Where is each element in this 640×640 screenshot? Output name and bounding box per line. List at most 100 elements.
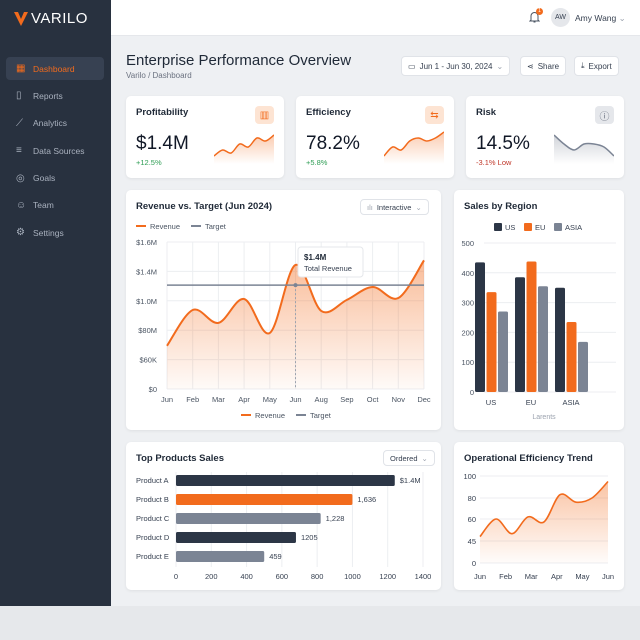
x-tick-label: 1000 (344, 572, 361, 581)
date-range-picker[interactable]: ▭ Jun 1 - Jun 30, 2024 ⌄ (401, 56, 511, 76)
chevron-down-icon: ⌄ (618, 13, 626, 23)
sidebar-item-label: Data Sources (33, 145, 85, 156)
chart-bar-icon[interactable]: ▥ (255, 106, 274, 124)
share-icon: ⋖ (527, 61, 534, 71)
interactive-dropdown[interactable]: ılı Interactive ⌄ (360, 199, 429, 215)
tooltip-value: $1.4M (304, 253, 327, 262)
export-button[interactable]: ⤓ Export (574, 56, 619, 76)
kpi-delta: -3.1% Low (476, 158, 512, 167)
sidebar-item-settings[interactable]: ⚙ Settings (6, 221, 104, 244)
x-tick-label: 800 (311, 572, 324, 581)
x-tick-label: Mar (212, 395, 225, 404)
x-tick-label: 200 (205, 572, 218, 581)
x-tick-label: US (486, 398, 496, 407)
legend-label: ASIA (565, 223, 582, 232)
info-icon[interactable]: ⓘ (595, 106, 614, 124)
dropdown-label: Interactive (376, 202, 412, 212)
sidebar-item-label: Reports (33, 90, 63, 101)
product-label: Product D (136, 533, 170, 542)
x-tick-label: 0 (174, 572, 178, 581)
sidebar-item-goals[interactable]: ◎ Goals (6, 167, 104, 190)
x-tick-label: Apr (238, 395, 250, 404)
y-tick-label: 100 (461, 358, 474, 367)
sparkline-area (214, 135, 274, 164)
kpi-value: 78.2% (306, 133, 360, 154)
y-tick-label: $1.6M (136, 238, 157, 247)
x-tick-label: 1400 (415, 572, 432, 581)
chevron-down-icon: ⌄ (421, 453, 428, 463)
ops-line (479, 480, 609, 538)
logo-text: VARILO (31, 10, 88, 27)
sales-region-chart[interactable]: US EU ASIA 0 100 200 300 400 500 US EU ASIA Larents (454, 190, 624, 430)
logo[interactable]: VARILO (14, 10, 88, 27)
bar-asia-eu (566, 321, 577, 392)
x-tick-label: Feb (499, 572, 512, 581)
sidebar-item-dashboard[interactable]: ▦ Dashboard (6, 57, 104, 80)
bar-product-c (176, 513, 321, 524)
bar-asia-us (555, 287, 565, 392)
bar-eu-us (515, 277, 525, 392)
legend-label: Revenue (255, 411, 285, 420)
logo-icon (14, 11, 28, 26)
legend-label: EU (535, 223, 545, 232)
sparkline-line (384, 131, 444, 157)
bar-product-e (176, 551, 265, 562)
sidebar-item-label: Analytics (33, 118, 68, 129)
x-tick-label: May (575, 572, 589, 581)
sidebar-item-label: Team (33, 200, 54, 211)
avatar[interactable]: AW (551, 8, 570, 27)
y-tick-label: $1.4M (136, 267, 157, 276)
legend-label: Target (310, 411, 332, 420)
database-icon: ≡ (16, 145, 22, 157)
sidebar-item-reports[interactable]: ▯ Reports (6, 84, 104, 107)
ops-trend-chart[interactable]: 0 45 60 80 100 Jun Feb Mar Apr May Jun (454, 442, 624, 590)
chevron-down-icon: ⌄ (415, 202, 422, 212)
kpi-value: $1.4M (136, 133, 189, 154)
legend-swatch-us (494, 223, 502, 231)
bar-product-b (176, 494, 353, 505)
x-tick-label: Jun (161, 395, 173, 404)
sidebar-item-team[interactable]: ☺ Team (6, 194, 104, 217)
sliders-icon[interactable]: ⇆ (425, 106, 444, 124)
y-tick-label: 0 (470, 388, 474, 397)
ops-trend-card: Operational Efficiency Trend 0 45 60 80 100 J… (454, 442, 624, 590)
share-button[interactable]: ⋖ Share (520, 56, 567, 76)
tooltip (297, 246, 364, 278)
kpi-title: Profitability (136, 107, 189, 118)
bar-product-a (176, 475, 395, 486)
chevron-down-icon: ⌄ (496, 61, 504, 71)
bar-us-us (475, 262, 485, 392)
top-products-chart[interactable]: 0 200 400 600 800 1000 1200 1400 Product A $1.4M P… (126, 442, 441, 590)
top-products-title: Top Products Sales (136, 453, 224, 464)
product-label: Product B (136, 495, 169, 504)
sidebar-item-analytics[interactable]: ⟋ Analytics (6, 112, 104, 135)
product-label: Product C (136, 514, 170, 523)
dropdown-label: Ordered (390, 453, 418, 463)
x-tick-label: Mar (525, 572, 538, 581)
x-tick-label: Oct (367, 395, 380, 404)
target-icon: ◎ (16, 172, 25, 184)
sidebar-item-data-sources[interactable]: ≡ Data Sources (6, 139, 104, 162)
x-tick-label: 1200 (379, 572, 396, 581)
sidebar-item-label: Settings (33, 227, 64, 238)
kpi-sparkline (384, 131, 444, 164)
ordered-dropdown[interactable]: Ordered ⌄ (383, 450, 435, 466)
user-menu[interactable]: Amy Wang ⌄ (575, 13, 626, 24)
bar-eu-eu (526, 261, 537, 392)
kpi-card-efficiency: Efficiency ⇆ 78.2% +5.8% (296, 96, 454, 178)
calendar-icon: ▭ (408, 61, 416, 71)
bar-value-label: 1205 (301, 533, 318, 542)
breadcrumb[interactable]: Varilo / Dashboard (126, 71, 192, 80)
sparkline-area (554, 135, 614, 164)
x-tick-label: Apr (551, 572, 563, 581)
bar-asia-asia (578, 341, 588, 392)
revenue-chart[interactable]: Revenue Target $0 $60K $80M $1.0M $1.4M $1.6M Ju… (126, 190, 441, 430)
x-tick-label: Aug (315, 395, 328, 404)
x-tick-label: Nov (392, 395, 406, 404)
kpi-sparkline (554, 134, 614, 164)
top-products-card: Top Products Sales Ordered ⌄ 0 200 400 600 80… (126, 442, 441, 590)
y-tick-label: $60K (139, 356, 157, 365)
y-tick-label: 100 (463, 472, 476, 481)
user-name: Amy Wang (575, 13, 617, 23)
bar-product-d (176, 532, 296, 543)
